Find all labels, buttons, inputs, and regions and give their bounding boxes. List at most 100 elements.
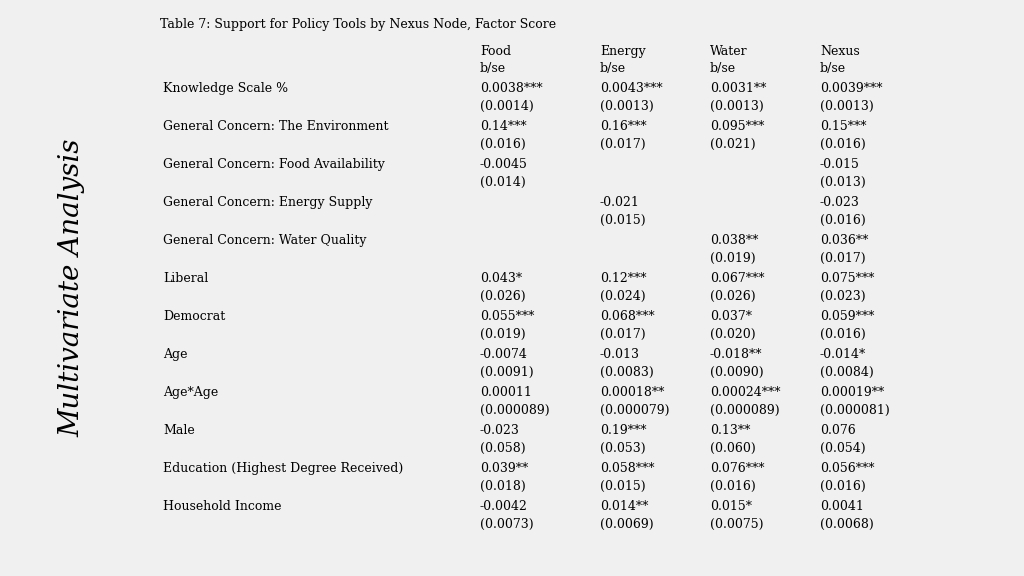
Text: 0.00024***: 0.00024***: [710, 386, 780, 399]
Text: -0.014*: -0.014*: [820, 348, 866, 361]
Text: Age*Age: Age*Age: [163, 386, 218, 399]
Text: (0.0090): (0.0090): [710, 366, 764, 379]
Text: 0.14***: 0.14***: [480, 120, 526, 133]
Text: Water: Water: [710, 45, 748, 58]
Text: 0.068***: 0.068***: [600, 310, 654, 323]
Text: General Concern: Energy Supply: General Concern: Energy Supply: [163, 196, 373, 209]
Text: 0.00011: 0.00011: [480, 386, 531, 399]
Text: General Concern: Food Availability: General Concern: Food Availability: [163, 158, 385, 171]
Text: b/se: b/se: [480, 62, 506, 75]
Text: -0.015: -0.015: [820, 158, 860, 171]
Text: (0.023): (0.023): [820, 290, 865, 303]
Text: (0.015): (0.015): [600, 214, 645, 227]
Text: 0.056***: 0.056***: [820, 462, 874, 475]
Text: (0.0084): (0.0084): [820, 366, 873, 379]
Text: 0.036**: 0.036**: [820, 234, 868, 247]
Text: (0.017): (0.017): [820, 252, 865, 265]
Text: (0.016): (0.016): [820, 480, 865, 493]
Text: (0.000081): (0.000081): [820, 404, 890, 417]
Text: 0.037*: 0.037*: [710, 310, 752, 323]
Text: (0.026): (0.026): [710, 290, 756, 303]
Text: -0.0045: -0.0045: [480, 158, 528, 171]
Text: (0.0091): (0.0091): [480, 366, 534, 379]
Text: (0.0013): (0.0013): [710, 100, 764, 113]
Text: (0.0073): (0.0073): [480, 518, 534, 531]
Text: (0.018): (0.018): [480, 480, 525, 493]
Text: (0.000089): (0.000089): [480, 404, 550, 417]
Text: 0.076: 0.076: [820, 424, 856, 437]
Text: (0.016): (0.016): [820, 214, 865, 227]
Text: 0.0038***: 0.0038***: [480, 82, 543, 95]
Text: (0.013): (0.013): [820, 176, 865, 189]
Text: 0.00018**: 0.00018**: [600, 386, 665, 399]
Text: 0.058***: 0.058***: [600, 462, 654, 475]
Text: b/se: b/se: [710, 62, 736, 75]
Text: (0.017): (0.017): [600, 138, 645, 151]
Text: (0.026): (0.026): [480, 290, 525, 303]
Text: Table 7: Support for Policy Tools by Nexus Node, Factor Score: Table 7: Support for Policy Tools by Nex…: [160, 18, 556, 31]
Text: -0.023: -0.023: [820, 196, 860, 209]
Text: -0.021: -0.021: [600, 196, 640, 209]
Text: b/se: b/se: [820, 62, 846, 75]
Text: Food: Food: [480, 45, 511, 58]
Text: (0.015): (0.015): [600, 480, 645, 493]
Text: 0.015*: 0.015*: [710, 500, 752, 513]
Text: (0.020): (0.020): [710, 328, 756, 341]
Text: -0.0042: -0.0042: [480, 500, 528, 513]
Text: 0.038**: 0.038**: [710, 234, 759, 247]
Text: 0.15***: 0.15***: [820, 120, 866, 133]
Text: (0.016): (0.016): [820, 328, 865, 341]
Text: (0.0013): (0.0013): [820, 100, 873, 113]
Text: 0.095***: 0.095***: [710, 120, 764, 133]
Text: 0.039**: 0.039**: [480, 462, 528, 475]
Text: (0.016): (0.016): [710, 480, 756, 493]
Text: -0.013: -0.013: [600, 348, 640, 361]
Text: (0.0075): (0.0075): [710, 518, 764, 531]
Text: Age: Age: [163, 348, 187, 361]
Text: (0.021): (0.021): [710, 138, 756, 151]
Text: (0.0068): (0.0068): [820, 518, 873, 531]
Text: (0.019): (0.019): [710, 252, 756, 265]
Text: (0.0083): (0.0083): [600, 366, 653, 379]
Text: b/se: b/se: [600, 62, 626, 75]
Text: (0.053): (0.053): [600, 442, 645, 455]
Text: 0.075***: 0.075***: [820, 272, 874, 285]
Text: Energy: Energy: [600, 45, 646, 58]
Text: Education (Highest Degree Received): Education (Highest Degree Received): [163, 462, 403, 475]
Text: (0.0013): (0.0013): [600, 100, 653, 113]
Text: (0.017): (0.017): [600, 328, 645, 341]
Text: Multivariate Analysis: Multivariate Analysis: [58, 139, 85, 437]
Text: (0.016): (0.016): [820, 138, 865, 151]
Text: General Concern: Water Quality: General Concern: Water Quality: [163, 234, 367, 247]
Text: Household Income: Household Income: [163, 500, 282, 513]
Text: (0.058): (0.058): [480, 442, 525, 455]
Text: Knowledge Scale %: Knowledge Scale %: [163, 82, 288, 95]
Text: 0.055***: 0.055***: [480, 310, 535, 323]
Text: -0.0074: -0.0074: [480, 348, 528, 361]
Text: -0.023: -0.023: [480, 424, 520, 437]
Text: -0.018**: -0.018**: [710, 348, 763, 361]
Text: (0.016): (0.016): [480, 138, 525, 151]
Text: (0.0014): (0.0014): [480, 100, 534, 113]
Text: 0.043*: 0.043*: [480, 272, 522, 285]
Text: (0.000089): (0.000089): [710, 404, 779, 417]
Text: (0.019): (0.019): [480, 328, 525, 341]
Text: (0.060): (0.060): [710, 442, 756, 455]
Text: Nexus: Nexus: [820, 45, 860, 58]
Text: General Concern: The Environment: General Concern: The Environment: [163, 120, 388, 133]
Text: 0.13**: 0.13**: [710, 424, 751, 437]
Text: 0.00019**: 0.00019**: [820, 386, 885, 399]
Text: 0.0041: 0.0041: [820, 500, 864, 513]
Text: 0.16***: 0.16***: [600, 120, 646, 133]
Text: 0.0043***: 0.0043***: [600, 82, 663, 95]
Text: Male: Male: [163, 424, 195, 437]
Text: 0.12***: 0.12***: [600, 272, 646, 285]
Text: (0.014): (0.014): [480, 176, 525, 189]
Text: 0.0031**: 0.0031**: [710, 82, 766, 95]
Text: 0.076***: 0.076***: [710, 462, 765, 475]
Text: 0.19***: 0.19***: [600, 424, 646, 437]
Text: Liberal: Liberal: [163, 272, 208, 285]
Text: 0.014**: 0.014**: [600, 500, 648, 513]
Text: (0.024): (0.024): [600, 290, 645, 303]
Text: 0.067***: 0.067***: [710, 272, 765, 285]
